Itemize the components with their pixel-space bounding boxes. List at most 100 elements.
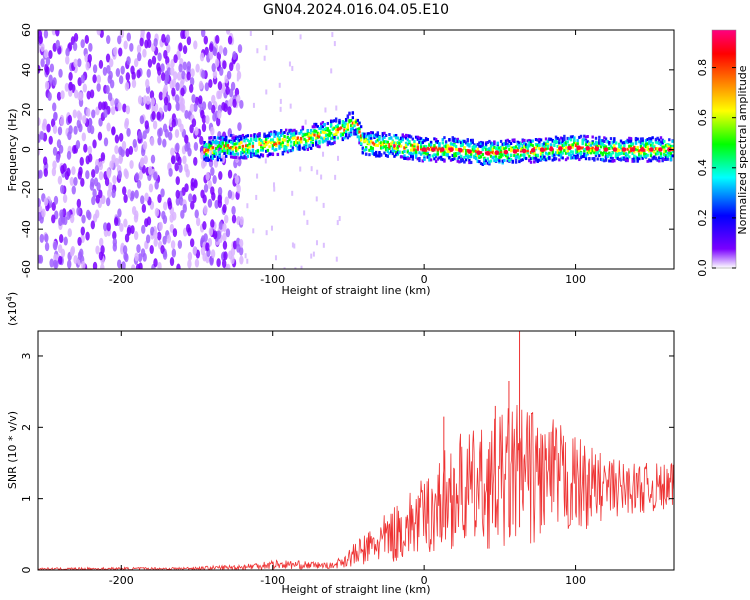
noise-cell xyxy=(71,166,76,176)
ridge-cell xyxy=(563,141,566,145)
ridge-cell xyxy=(206,159,210,163)
ridge-cell xyxy=(413,139,416,143)
ridge-cell xyxy=(279,130,283,134)
ridge-cell xyxy=(619,151,623,155)
ridge-cell xyxy=(396,145,399,149)
ridge-cell xyxy=(451,154,454,158)
ridge-cell xyxy=(223,138,226,142)
ridge-cell xyxy=(421,138,424,142)
ridge-cell xyxy=(513,146,516,150)
ridge-cell xyxy=(270,132,273,136)
ridge-cell xyxy=(324,137,328,141)
ridge-cell xyxy=(468,155,471,159)
noise-cell xyxy=(119,223,124,233)
ridge-cell xyxy=(354,132,358,136)
ridge-cell xyxy=(519,142,523,146)
ridge-cell xyxy=(633,159,636,163)
ridge-cell xyxy=(454,153,458,157)
ridge-cell xyxy=(604,150,608,154)
noise-cell xyxy=(190,182,195,192)
noise-cell xyxy=(194,126,199,136)
ridge-cell xyxy=(453,137,456,141)
ridge-cell xyxy=(243,150,246,154)
noise-cell xyxy=(194,258,200,268)
ridge-cell xyxy=(508,144,511,148)
ridge-cell xyxy=(393,147,396,151)
noise-cell xyxy=(210,167,215,177)
ridge-cell xyxy=(598,143,601,147)
ridge-cell xyxy=(653,150,656,154)
ridge-cell xyxy=(369,131,373,135)
ridge-cell xyxy=(434,146,438,150)
ridge-cell xyxy=(668,138,671,142)
ridge-cell xyxy=(398,138,401,142)
ridge-cell xyxy=(346,125,350,129)
ridge-cell xyxy=(634,136,638,140)
ridge-cell xyxy=(368,140,371,144)
ridge-cell xyxy=(246,154,250,158)
noise-cell xyxy=(126,56,131,66)
noise-cell xyxy=(85,170,90,180)
ridge-cell xyxy=(514,145,518,149)
ridge-cell xyxy=(208,145,211,149)
ridge-cell xyxy=(443,152,446,156)
ridge-peak-cell xyxy=(421,147,427,152)
ridge-cell xyxy=(241,133,245,137)
ridge-cell xyxy=(503,158,506,162)
ridge-cell xyxy=(203,144,206,148)
ridge-cell xyxy=(316,134,320,138)
ridge-cell xyxy=(491,147,494,151)
ridge-cell xyxy=(636,156,639,160)
ridge-cell xyxy=(373,136,376,140)
ridge-cell xyxy=(316,125,320,129)
ridge-cell xyxy=(230,155,233,159)
ridge-cell xyxy=(369,149,373,153)
ridge-cell xyxy=(336,123,340,127)
ridge-cell xyxy=(329,137,333,141)
ridge-cell xyxy=(236,147,240,151)
ridge-peak-cell xyxy=(449,147,454,152)
ridge-cell xyxy=(240,151,243,155)
ridge-cell xyxy=(309,146,313,150)
ridge-cell xyxy=(608,141,611,145)
noise-cell xyxy=(201,101,207,111)
ridge-cell xyxy=(294,141,298,145)
x-tick-label: -100 xyxy=(260,273,285,286)
sparse-cell xyxy=(335,256,338,262)
ridge-cell xyxy=(544,151,548,155)
ridge-cell xyxy=(253,134,256,138)
ridge-cell xyxy=(581,139,584,143)
ridge-cell xyxy=(481,153,484,157)
ridge-cell xyxy=(356,129,360,133)
ridge-cell xyxy=(418,140,421,144)
noise-cell xyxy=(129,42,134,52)
ridge-cell xyxy=(383,151,386,155)
ridge-cell xyxy=(203,155,206,159)
noise-cell xyxy=(230,81,236,91)
ridge-cell xyxy=(289,132,293,136)
ridge-cell xyxy=(528,159,531,163)
ridge-cell xyxy=(388,136,391,140)
noise-cell xyxy=(130,225,135,235)
ridge-cell xyxy=(288,149,291,153)
ridge-cell xyxy=(613,140,616,144)
ridge-cell xyxy=(461,142,464,146)
ridge-cell xyxy=(265,149,268,153)
ridge-cell xyxy=(501,159,504,163)
ridge-cell xyxy=(444,147,448,151)
ridge-cell xyxy=(379,146,383,150)
ridge-cell xyxy=(598,149,601,153)
noise-cell xyxy=(96,82,101,92)
ridge-cell xyxy=(263,132,266,136)
ridge-cell xyxy=(623,152,626,156)
ridge-cell xyxy=(351,111,355,115)
ridge-cell xyxy=(659,136,663,140)
noise-cell xyxy=(208,42,214,52)
ridge-cell xyxy=(238,156,241,160)
ridge-cell xyxy=(598,141,601,145)
ridge-cell xyxy=(561,146,564,150)
ridge-cell xyxy=(478,141,481,145)
noise-cell xyxy=(38,170,41,180)
ridge-cell xyxy=(606,153,609,157)
ridge-cell xyxy=(321,137,325,141)
